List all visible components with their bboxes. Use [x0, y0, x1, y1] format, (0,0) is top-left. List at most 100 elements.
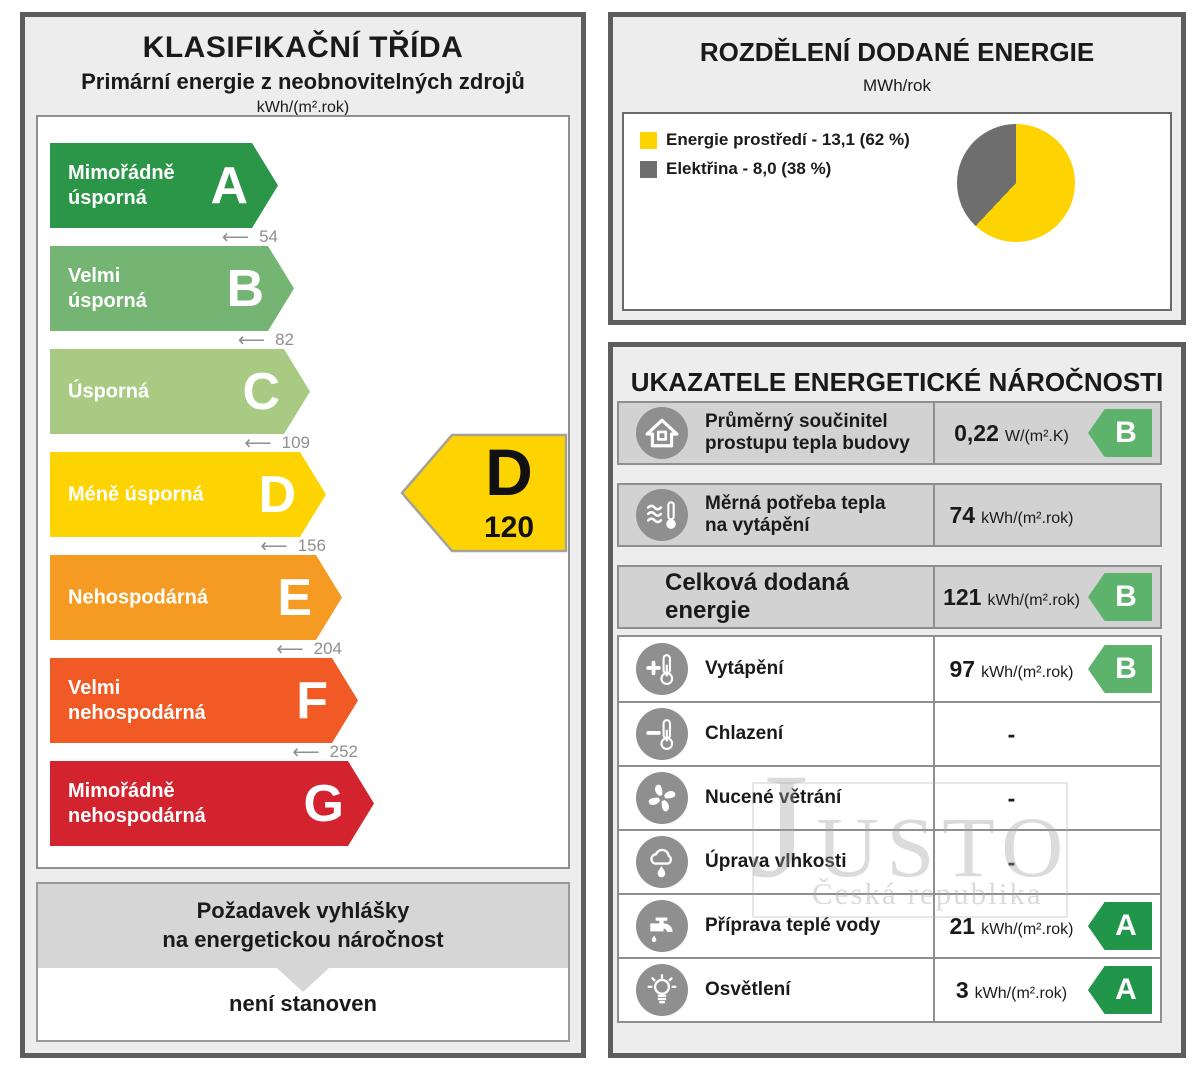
- class-arrow-A: Mimořádně úsporná A: [50, 143, 278, 228]
- requirement-value: není stanoven: [229, 991, 377, 1016]
- threshold-row: ⟵ 54: [50, 227, 294, 247]
- indicator-row: Měrná potřeba tepla na vytápění 74 kWh/(m²…: [617, 483, 1162, 547]
- indicator-value-cell: 21 kWh/(m².rok) A: [933, 895, 1160, 957]
- light-bulb-icon: [636, 964, 688, 1016]
- threshold-row: ⟵ 252: [50, 741, 374, 763]
- indicator-icon-cell: [619, 767, 705, 829]
- indicator-label: Nucené větrání: [705, 787, 842, 809]
- indicator-row: Chlazení -: [619, 701, 1160, 765]
- legend-label: Energie prostředí - 13,1 (62 %): [666, 130, 910, 149]
- humidity-cloud-icon: [636, 836, 688, 888]
- indicators-panel: UKAZATELE ENERGETICKÉ NÁROČNOSTI Průměrn…: [608, 342, 1186, 1058]
- distribution-unit: MWh/rok: [863, 76, 931, 95]
- indicator-label: Příprava teplé vody: [705, 915, 881, 937]
- indicator-value: 0,22: [954, 419, 999, 446]
- indicator-unit: kWh/(m².rok): [981, 509, 1074, 527]
- indicator-value: 97: [949, 655, 976, 682]
- heating-thermometer-icon: [636, 643, 688, 695]
- indicator-unit: W/(m².K): [1004, 427, 1069, 445]
- indicator-icon-cell: [619, 703, 705, 765]
- indicator-row: Průměrný součinitel prostupu tepla budov…: [617, 401, 1162, 465]
- class-scale: Mimořádně úsporná A ⟵ 54 Velmi úsporná B ⟵ 82 Ús…: [50, 143, 568, 864]
- rating-arrow-B: B: [1088, 573, 1152, 621]
- indicator-value: 74: [949, 501, 976, 528]
- indicator-rows: Průměrný součinitel prostupu tepla budov…: [617, 401, 1162, 1023]
- indicator-value: -: [1007, 784, 1016, 811]
- indicator-value: 3: [955, 976, 969, 1003]
- distribution-chart-box: Energie prostředí - 13,1 (62 %) Elektřina…: [622, 112, 1172, 311]
- class-arrow-C: Úsporná C: [50, 349, 310, 434]
- indicator-icon-cell: [619, 895, 705, 957]
- indicator-unit: kWh/(m².rok): [981, 920, 1074, 938]
- threshold-arrow-icon: ⟵: [237, 329, 266, 351]
- class-label: Úsporná: [68, 380, 150, 402]
- house-icon: [636, 407, 688, 459]
- class-arrow-E: Nehospodárná E: [50, 555, 342, 640]
- fan-icon: [636, 772, 688, 824]
- indicator-label: Průměrný součinitel prostupu tepla budov…: [705, 411, 910, 454]
- threshold-value: 252: [329, 742, 358, 761]
- indicator-icon-cell: [619, 959, 705, 1021]
- threshold-value: 156: [297, 536, 326, 555]
- indicator-icon-cell: [619, 403, 705, 463]
- energy-distribution-panel: ROZDĚLENÍ DODANÉ ENERGIE MWh/rok Energie…: [608, 12, 1186, 325]
- indicator-icon-cell: [619, 637, 705, 701]
- rating-letter: D: [485, 435, 533, 509]
- rating-arrow-A: A: [1088, 966, 1152, 1014]
- threshold-arrow-icon: ⟵: [276, 638, 304, 660]
- rating-marker-arrow-icon: [400, 433, 568, 553]
- threshold-arrow-icon: ⟵: [292, 741, 320, 763]
- indicator-label: Celková dodaná energie: [665, 569, 850, 624]
- indicator-value: 21: [949, 912, 976, 939]
- indicator-label: Úprava vlhkosti: [705, 851, 847, 873]
- distribution-title: ROZDĚLENÍ DODANÉ ENERGIE: [699, 37, 1095, 67]
- indicator-unit: kWh/(m².rok): [974, 984, 1068, 1002]
- classification-title: KLASIFIKAČNÍ TŘÍDA: [142, 31, 464, 64]
- legend-label: Elektřina - 8,0 (38 %): [666, 159, 832, 178]
- class-label: Mimořádně úsporná: [68, 161, 175, 209]
- threshold-row: ⟵ 204: [50, 638, 358, 660]
- class-label: Velmi úsporná: [68, 264, 147, 312]
- indicator-label: Osvětlení: [705, 979, 791, 1001]
- indicator-value-cell: 121 kWh/(m².rok) B: [933, 567, 1160, 627]
- regulation-requirement-box: Požadavek vyhlášky na energetickou nároč…: [36, 882, 570, 1042]
- indicator-value-cell: 74 kWh/(m².rok): [933, 485, 1160, 545]
- threshold-arrow-icon: ⟵: [244, 432, 272, 454]
- indicators-title: UKAZATELE ENERGETICKÉ NÁROČNOSTI: [630, 367, 1164, 397]
- legend-swatch-icon: [640, 131, 657, 149]
- class-letter: G: [303, 774, 344, 833]
- indicator-value-cell: 3 kWh/(m².rok) A: [933, 959, 1160, 1021]
- class-label: Velmi nehospodárná: [68, 676, 206, 724]
- indicator-label: Vytápění: [705, 658, 784, 680]
- rating-arrow-slot: A: [1088, 902, 1160, 950]
- rating-value: 120: [483, 511, 535, 544]
- legend-item: Energie prostředí - 13,1 (62 %): [640, 130, 910, 150]
- indicator-row: Vytápění 97 kWh/(m².rok) B: [619, 637, 1160, 701]
- indicator-row: Úprava vlhkosti -: [619, 829, 1160, 893]
- legend-swatch-icon: [640, 160, 657, 178]
- indicator-value-cell: 97 kWh/(m².rok) B: [933, 637, 1160, 701]
- building-rating-marker: D 120: [400, 433, 568, 553]
- legend-item: Elektřina - 8,0 (38 %): [640, 159, 910, 179]
- indicator-unit: kWh/(m².rok): [987, 591, 1080, 609]
- rating-arrow-slot: B: [1088, 409, 1160, 457]
- classification-panel: KLASIFIKAČNÍ TŘÍDA Primární energie z ne…: [20, 12, 586, 1058]
- pie-legend: Energie prostředí - 13,1 (62 %) Elektřina…: [640, 130, 910, 179]
- indicator-value: -: [1007, 848, 1016, 875]
- class-arrow-B: Velmi úsporná B: [50, 246, 294, 331]
- requirement-title: Požadavek vyhlášky na energetickou nároč…: [38, 884, 568, 968]
- requirement-pointer-icon: [277, 968, 329, 992]
- class-letter: D: [258, 465, 296, 524]
- indicator-icon-cell: [619, 485, 705, 545]
- indicator-row: Nucené větrání -: [619, 765, 1160, 829]
- indicator-label: Měrná potřeba tepla na vytápění: [705, 493, 886, 536]
- threshold-arrow-icon: ⟵: [260, 535, 288, 557]
- indicator-row: Celková dodaná energie 121 kWh/(m².rok) B: [617, 565, 1162, 629]
- class-label: Méně úsporná: [68, 483, 204, 505]
- indicator-row: Osvětlení 3 kWh/(m².rok) A: [619, 957, 1160, 1021]
- class-letter: A: [210, 156, 248, 215]
- rating-arrow-B: B: [1088, 645, 1152, 693]
- indicator-value-cell: -: [933, 831, 1160, 893]
- class-arrow-F: Velmi nehospodárná F: [50, 658, 358, 743]
